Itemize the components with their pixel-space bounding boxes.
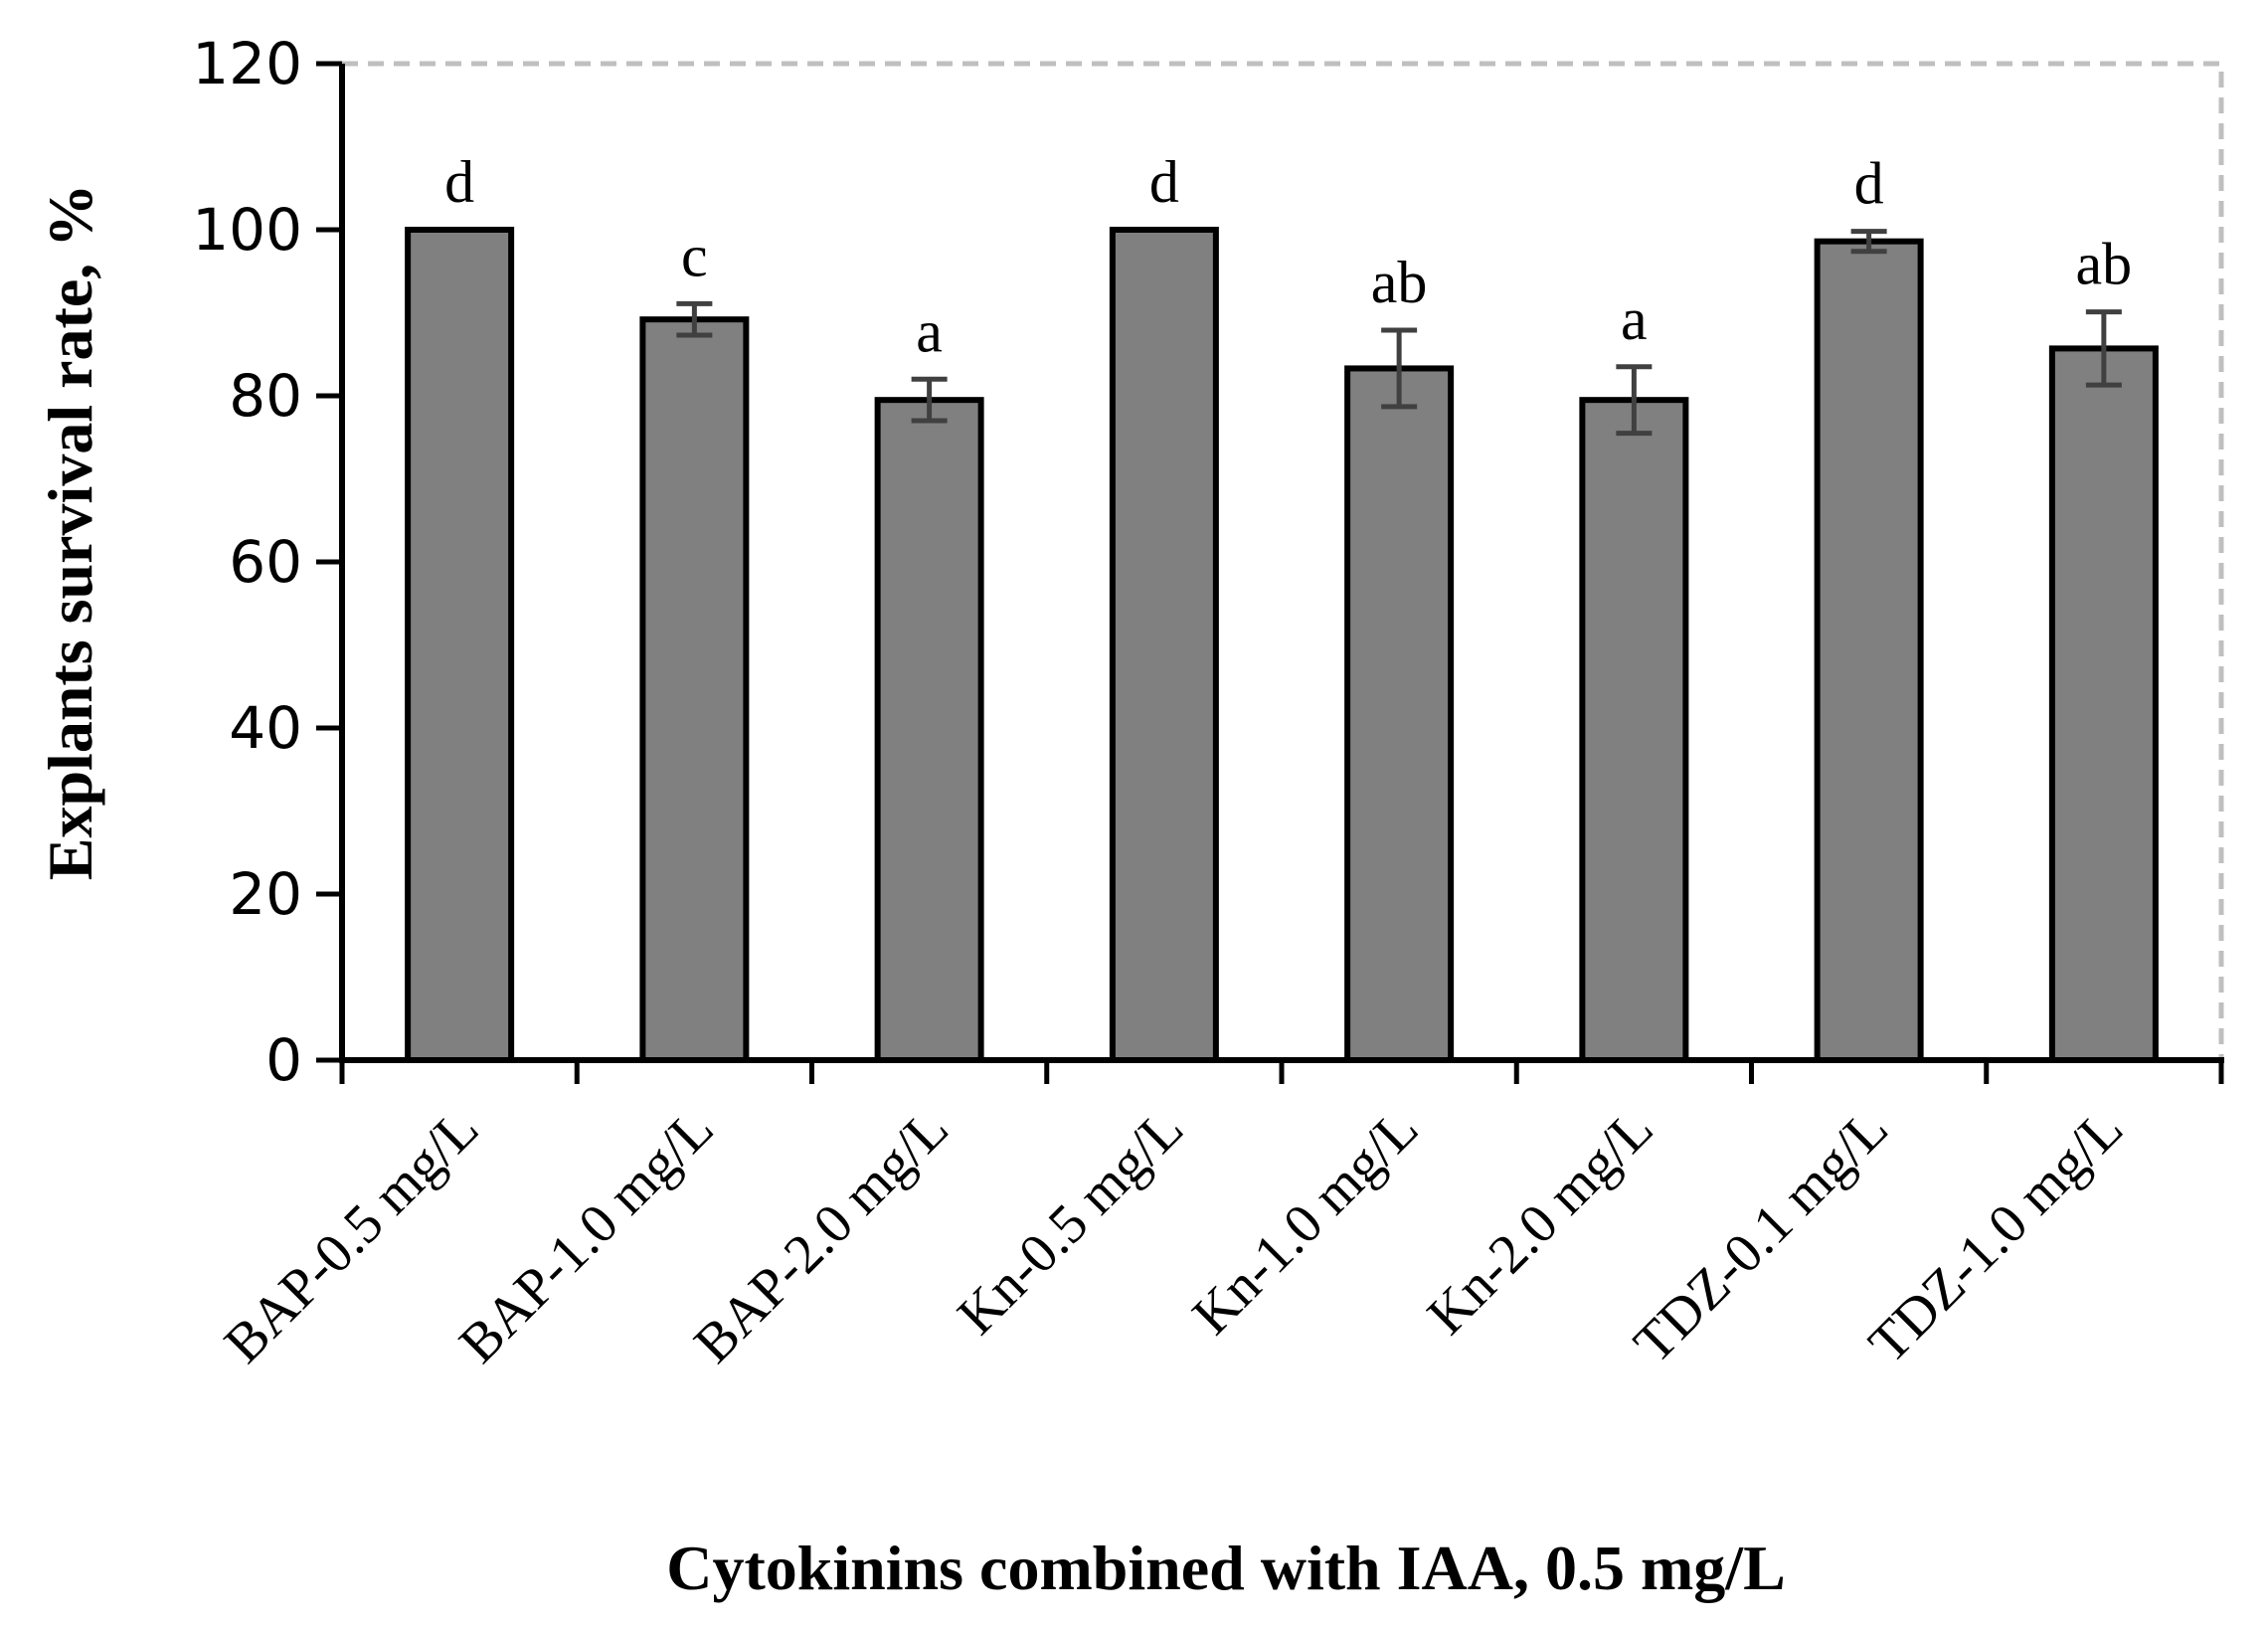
error-bar-2 xyxy=(676,300,713,338)
bar-8 xyxy=(2048,345,2159,1063)
plot-area-frame xyxy=(342,61,2224,1060)
significance-letter-5: ab xyxy=(1371,250,1428,315)
significance-letter-1: d xyxy=(444,149,474,215)
significance-letter-8: ab xyxy=(2076,232,2133,297)
y-axis-title: Explants survival rate, % xyxy=(35,184,105,880)
error-bars-layer xyxy=(676,229,2122,437)
error-bar-3 xyxy=(911,376,948,424)
error-bar-6 xyxy=(1616,364,1653,437)
bar-4 xyxy=(1109,227,1219,1063)
bar-3 xyxy=(874,397,984,1063)
significance-letter-7: d xyxy=(1854,151,1884,217)
y-tick-label-80: 80 xyxy=(229,362,302,430)
y-tick-label-60: 60 xyxy=(229,528,302,596)
plot-frame-layer xyxy=(342,61,2224,1060)
bar-6 xyxy=(1579,397,1689,1063)
significance-letter-4: d xyxy=(1149,149,1179,215)
significance-letter-2: c xyxy=(681,223,708,288)
x-tick-label-6: Kn-2.0 mg/L xyxy=(1416,1097,1665,1347)
axes-layer xyxy=(316,61,2224,1084)
x-tick-label-4: Kn-0.5 mg/L xyxy=(946,1097,1195,1347)
y-tick-label-40: 40 xyxy=(229,694,302,762)
y-tick-label-100: 100 xyxy=(192,196,302,264)
significance-letter-3: a xyxy=(916,298,943,364)
error-bar-5 xyxy=(1381,327,1418,410)
x-tick-label-3: BAP-2.0 mg/L xyxy=(683,1097,960,1374)
bar-2 xyxy=(639,316,750,1063)
significance-letter-6: a xyxy=(1621,286,1648,352)
x-tick-label-8: TDZ-1.0 mg/L xyxy=(1857,1097,2135,1374)
error-bar-8 xyxy=(2085,309,2122,388)
x-axis-title: Cytokinins combined with IAA, 0.5 mg/L xyxy=(666,1533,1786,1603)
y-tick-label-0: 0 xyxy=(265,1026,302,1094)
bars-layer xyxy=(405,227,2159,1063)
y-tick-label-20: 20 xyxy=(229,860,302,928)
error-bar-7 xyxy=(1850,229,1887,255)
bar-7 xyxy=(1814,238,1924,1063)
bar-5 xyxy=(1344,365,1455,1063)
x-tick-label-5: Kn-1.0 mg/L xyxy=(1181,1097,1431,1347)
y-tick-label-120: 120 xyxy=(192,30,302,97)
bar-1 xyxy=(405,227,515,1063)
